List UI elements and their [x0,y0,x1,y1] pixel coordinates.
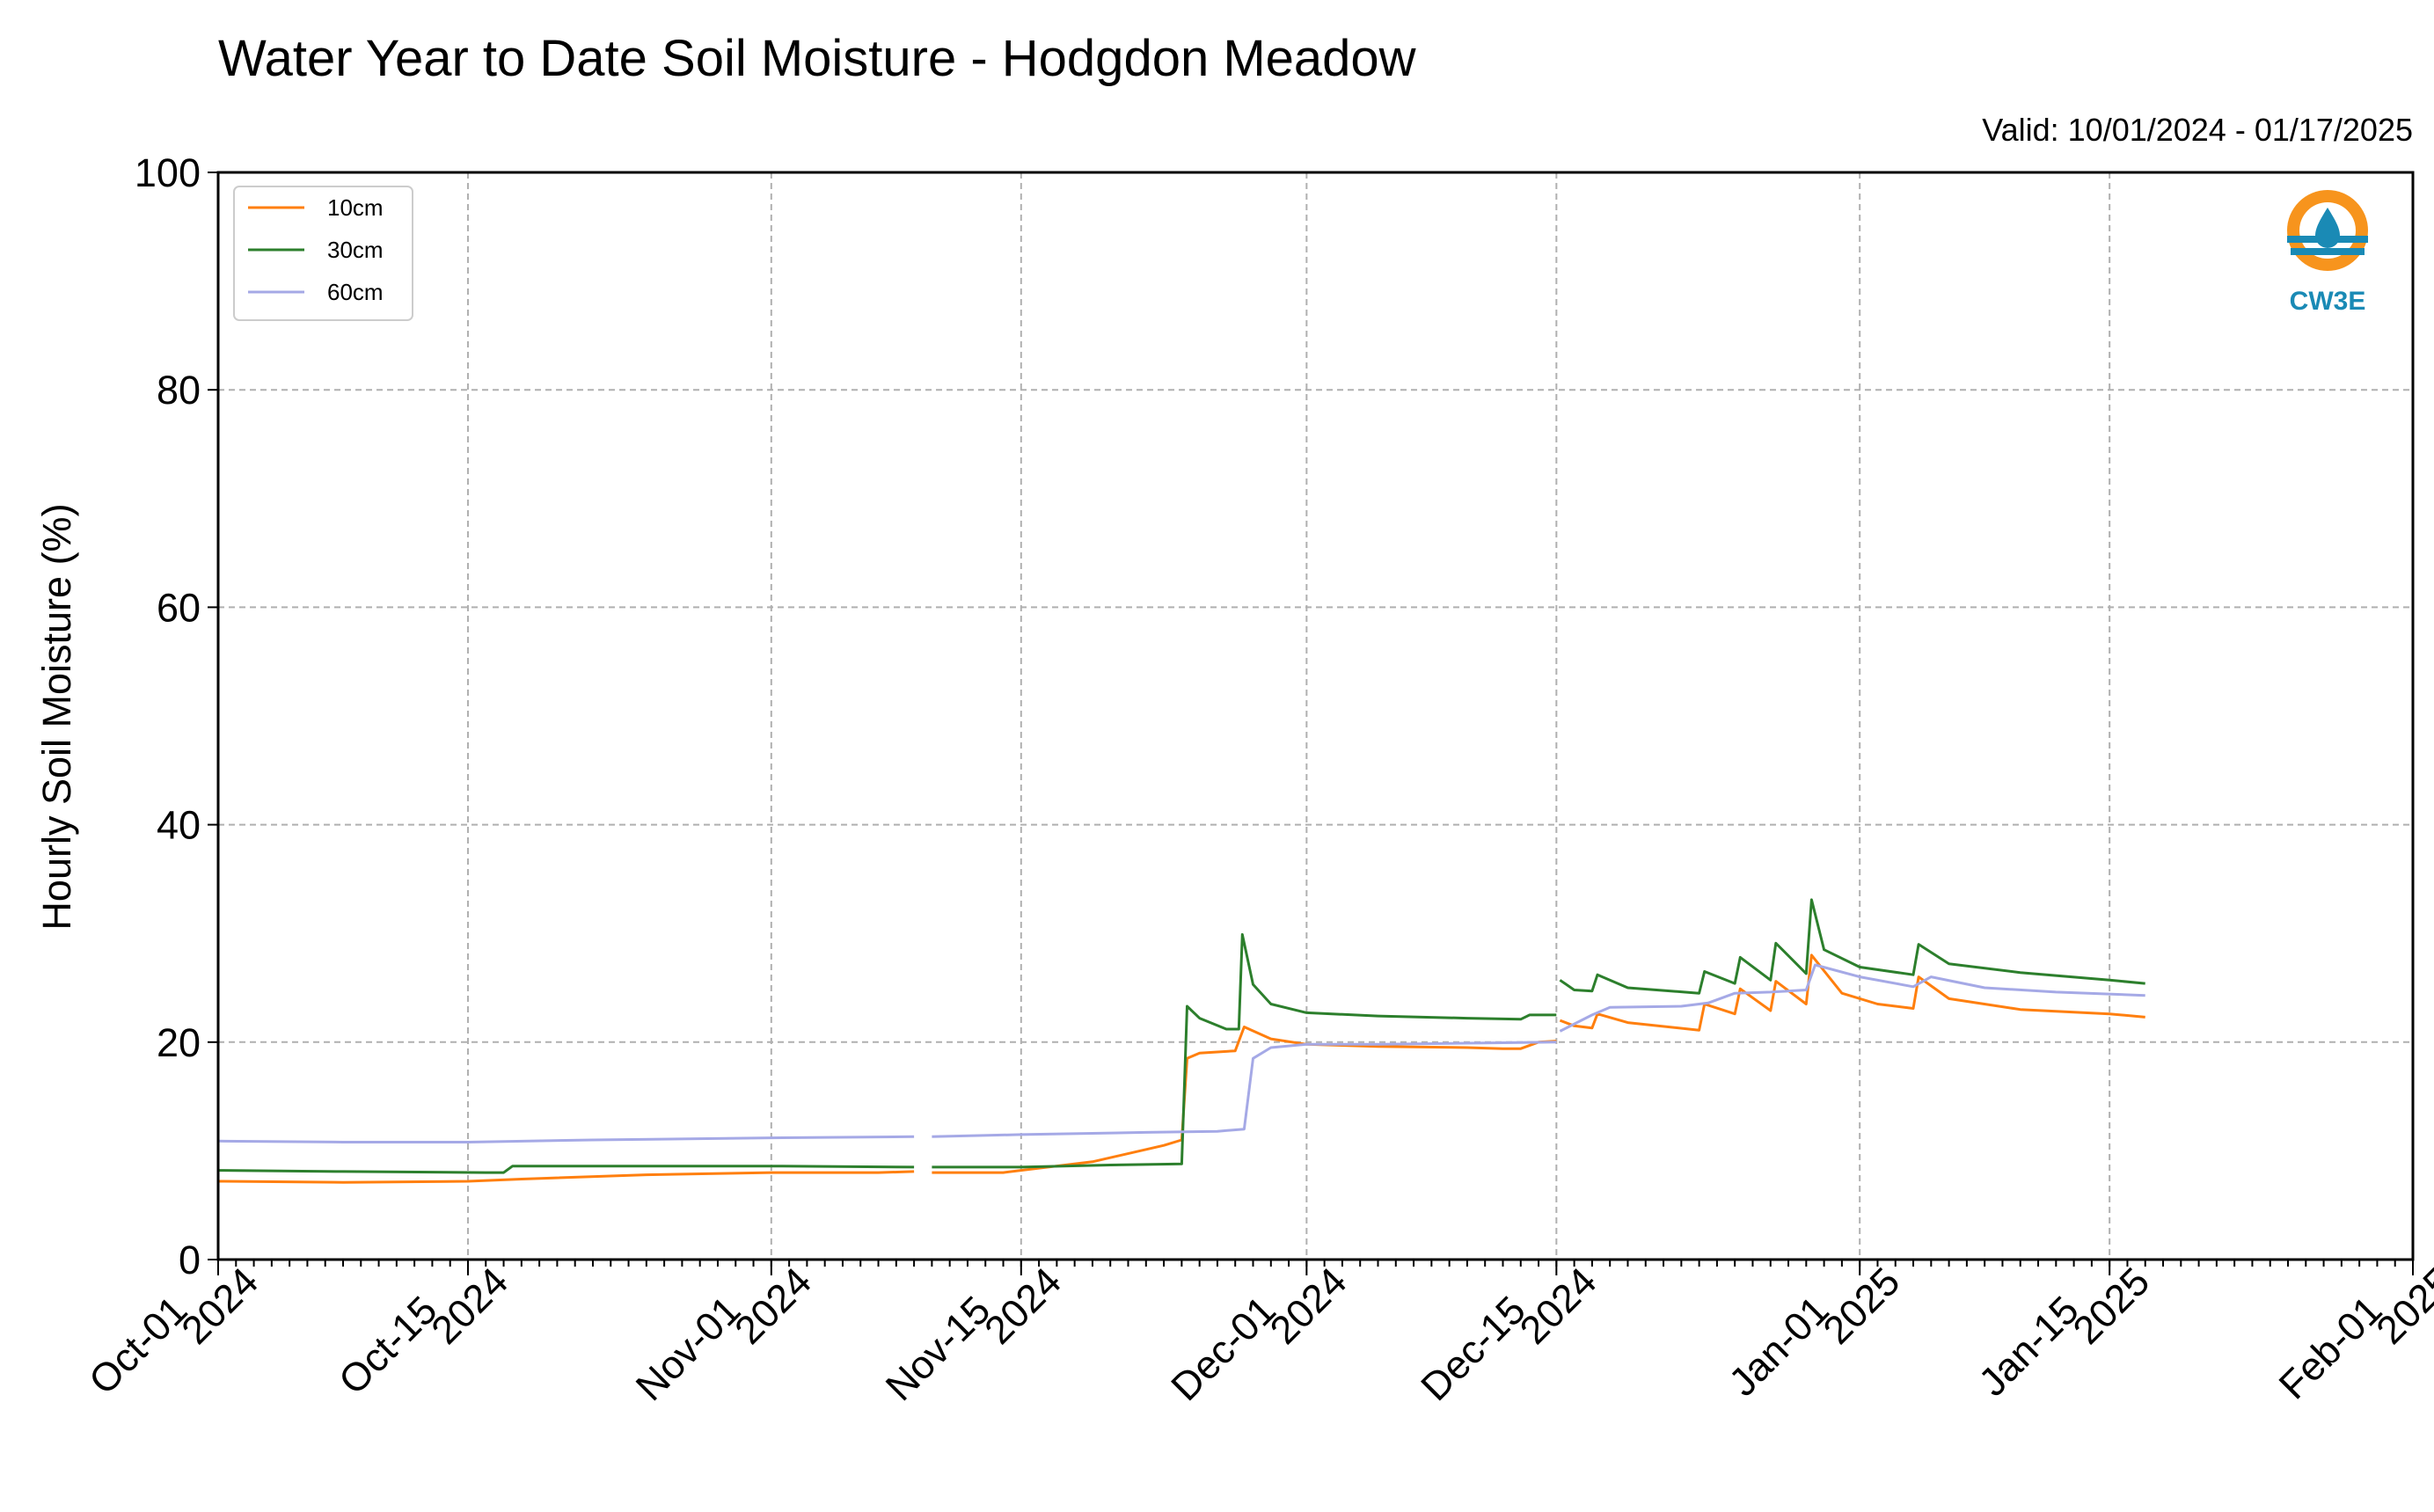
series-line-10cm [1559,953,2145,1032]
x-tick-label-line1: Dec-15 [1412,1288,1534,1410]
y-tick-label: 40 [157,803,201,848]
series-line-30cm [932,932,1557,1169]
x-tick-label-line2: 2024 [1511,1259,1605,1353]
logo-wave-icon [2287,236,2368,243]
legend: 10cm 30cm 60cm [233,186,413,321]
series-line-30cm [217,1165,915,1174]
plot-frame [216,171,2415,1261]
x-tick-label-line1: Oct-15 [330,1288,446,1404]
x-tick-label-line2: 2025 [2367,1259,2434,1353]
x-tick-label-line2: 2025 [2064,1259,2158,1353]
y-tick-label: 20 [157,1020,201,1065]
series-line-30cm [1559,898,2145,995]
y-axis-label: Hourly Soil Moisture (%) [34,503,79,930]
x-tick-label-line1: Nov-01 [627,1288,749,1410]
y-tick-label: 80 [157,368,201,413]
series-lines [217,898,2145,1184]
x-tick-label-line1: Nov-15 [877,1288,999,1410]
legend-frame [233,186,413,321]
series-line-60cm [217,1135,915,1143]
x-tick-label-line2: 2024 [976,1259,1070,1353]
chart-title: Water Year to Date Soil Moisture - Hodgd… [218,30,1417,87]
legend-label-30cm: 30cm [327,237,384,263]
x-tick-label-line1: Oct-01 [80,1288,196,1404]
series-line-10cm [932,1026,1557,1174]
logo-wave-icon [2291,248,2365,255]
logo-text: CW3E [2290,287,2366,316]
legend-label-60cm: 60cm [327,279,384,305]
x-tick-label-line2: 2024 [1261,1259,1356,1353]
x-tick-label-line1: Jan-15 [1970,1288,2087,1405]
y-tick-label: 0 [179,1238,201,1282]
x-tick-label-line1: Jan-01 [1720,1288,1837,1405]
x-tick-label-line1: Feb-01 [2270,1288,2391,1408]
series-line-60cm [1559,963,2145,1033]
y-tick-label: 100 [135,150,201,195]
cw3e-logo: CW3E [2287,190,2368,316]
x-tick-label-line2: 2024 [726,1259,820,1353]
x-tick-label-line1: Dec-01 [1162,1288,1284,1410]
grid [218,172,2413,1260]
series-line-10cm [217,1170,915,1184]
series-line-60cm [932,1041,1557,1138]
x-tick-label-line2: 2025 [1814,1259,1908,1353]
chart-subtitle: Valid: 10/01/2024 - 01/17/2025 [1982,112,2413,148]
legend-label-10cm: 10cm [327,194,384,221]
x-tick-label-line2: 2024 [422,1259,516,1353]
y-tick-label: 60 [157,585,201,630]
